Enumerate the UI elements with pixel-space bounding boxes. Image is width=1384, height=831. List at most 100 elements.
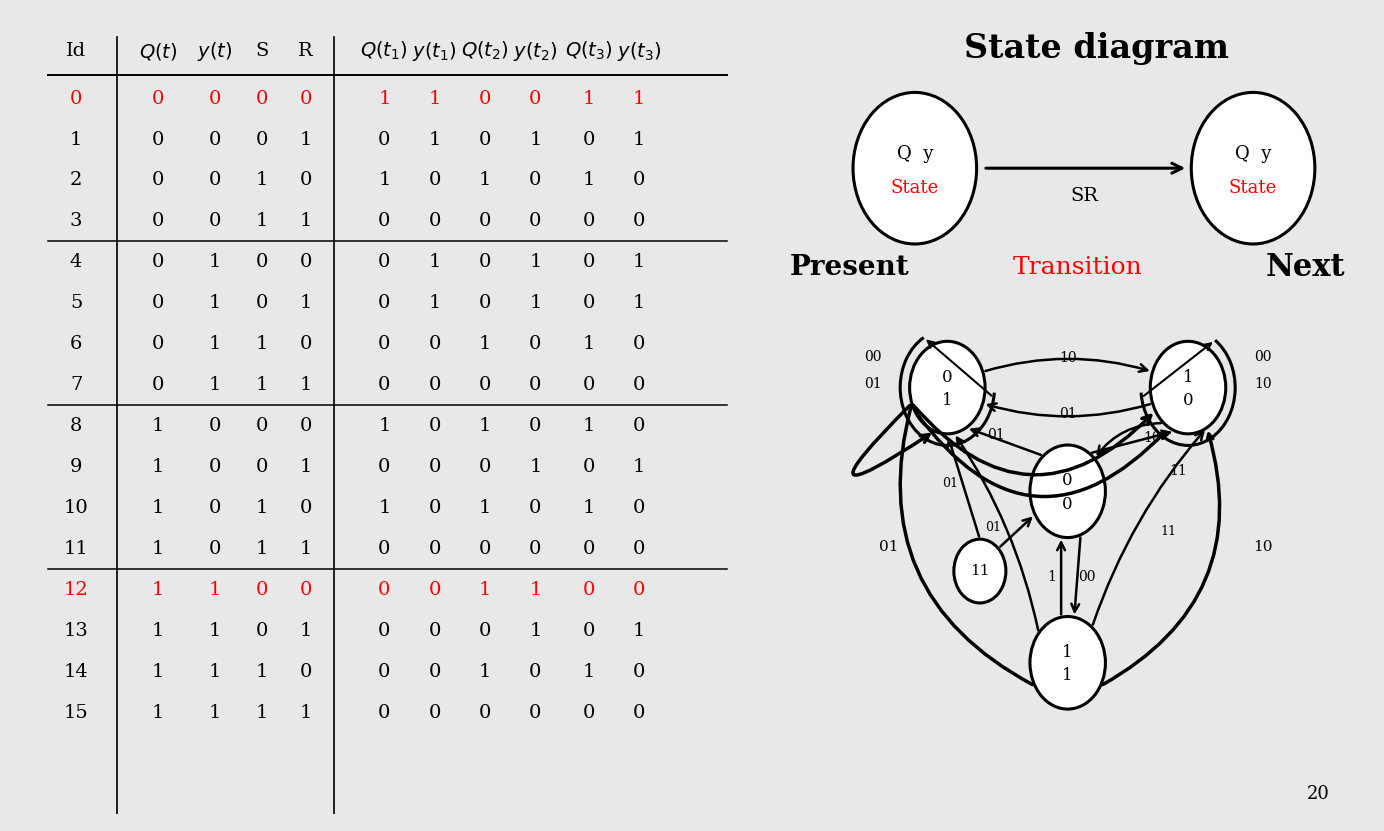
Text: $Q(t_1)$: $Q(t_1)$	[360, 40, 408, 62]
Text: $y(t)$: $y(t)$	[197, 40, 233, 62]
Text: 0: 0	[429, 499, 441, 517]
Text: 0: 0	[299, 417, 311, 435]
Text: 0: 0	[632, 171, 645, 189]
Text: 0: 0	[529, 376, 541, 395]
Text: 0: 0	[632, 663, 645, 681]
Text: $Q(t_3)$: $Q(t_3)$	[565, 40, 613, 62]
Text: 0: 0	[299, 253, 311, 272]
Text: 0: 0	[529, 417, 541, 435]
Text: SR: SR	[1070, 187, 1098, 205]
Text: 0: 0	[256, 581, 268, 599]
Text: 1: 1	[529, 458, 541, 476]
Text: 0: 0	[429, 336, 441, 353]
Text: 1: 1	[152, 458, 165, 476]
Text: 0: 0	[583, 294, 595, 312]
Text: 0: 0	[632, 417, 645, 435]
Text: 0: 0	[299, 171, 311, 189]
Text: 1: 1	[71, 130, 82, 149]
Text: 1: 1	[378, 417, 390, 435]
Text: 0: 0	[583, 253, 595, 272]
FancyArrowPatch shape	[853, 406, 929, 475]
Text: 01: 01	[1059, 407, 1077, 421]
Text: 1: 1	[479, 171, 491, 189]
Text: 7: 7	[71, 376, 82, 395]
Text: 1: 1	[632, 253, 645, 272]
Text: 1: 1	[632, 130, 645, 149]
Text: 00: 00	[1254, 350, 1272, 364]
Text: 1: 1	[583, 663, 595, 681]
Text: 0: 0	[378, 253, 390, 272]
Text: $Q(t_2)$: $Q(t_2)$	[461, 40, 509, 62]
Text: 0: 0	[256, 294, 268, 312]
Text: 1: 1	[299, 458, 311, 476]
Text: 1: 1	[209, 622, 220, 640]
Text: 0: 0	[152, 90, 165, 107]
Text: 1: 1	[256, 171, 268, 189]
Text: 0: 0	[1183, 392, 1193, 409]
Text: 0: 0	[256, 622, 268, 640]
Text: 1: 1	[152, 581, 165, 599]
Text: 1: 1	[529, 581, 541, 599]
Text: 0: 0	[152, 130, 165, 149]
Text: 1: 1	[378, 499, 390, 517]
Text: 1: 1	[583, 499, 595, 517]
Text: $y(t_2)$: $y(t_2)$	[513, 40, 558, 62]
Text: 1: 1	[583, 336, 595, 353]
Text: 0: 0	[378, 458, 390, 476]
Text: 0: 0	[583, 704, 595, 722]
Text: 0: 0	[378, 213, 390, 230]
Text: 1: 1	[299, 376, 311, 395]
Text: 0: 0	[299, 499, 311, 517]
Text: 0: 0	[529, 663, 541, 681]
Text: 0: 0	[71, 90, 82, 107]
Text: 0: 0	[1063, 495, 1073, 513]
Text: 0: 0	[299, 90, 311, 107]
Text: 1: 1	[299, 622, 311, 640]
Text: 0: 0	[583, 213, 595, 230]
Text: 8: 8	[71, 417, 82, 435]
Text: 0: 0	[209, 540, 220, 558]
Text: 1: 1	[429, 294, 441, 312]
Text: 0: 0	[632, 336, 645, 353]
Text: S: S	[255, 42, 268, 60]
Text: 1: 1	[479, 581, 491, 599]
Text: 1: 1	[1063, 667, 1073, 684]
Text: 0: 0	[632, 213, 645, 230]
Circle shape	[1030, 617, 1106, 709]
Text: 1: 1	[256, 704, 268, 722]
Text: 0: 0	[429, 663, 441, 681]
Text: 1: 1	[299, 540, 311, 558]
Text: Q  y: Q y	[1235, 145, 1272, 163]
Text: 0: 0	[583, 540, 595, 558]
Text: 0: 0	[583, 581, 595, 599]
Text: Q  y: Q y	[897, 145, 933, 163]
Text: 0: 0	[529, 499, 541, 517]
Text: State: State	[891, 179, 938, 197]
Text: 11: 11	[1161, 524, 1176, 538]
Text: 01: 01	[879, 540, 898, 554]
Text: 0: 0	[299, 581, 311, 599]
Text: 0: 0	[583, 622, 595, 640]
Text: 1: 1	[943, 392, 952, 409]
Text: 0: 0	[209, 417, 220, 435]
Text: 1: 1	[1063, 644, 1073, 661]
Text: 1: 1	[583, 417, 595, 435]
Text: 0: 0	[209, 130, 220, 149]
Text: 1: 1	[479, 417, 491, 435]
Text: 0: 0	[152, 213, 165, 230]
Text: 10: 10	[1253, 540, 1272, 554]
Text: 1: 1	[378, 171, 390, 189]
Text: 2: 2	[71, 171, 82, 189]
Text: 1: 1	[152, 417, 165, 435]
Text: 0: 0	[632, 581, 645, 599]
Text: 0: 0	[429, 704, 441, 722]
Text: 0: 0	[529, 336, 541, 353]
Text: 11: 11	[970, 564, 990, 578]
Text: 1: 1	[256, 376, 268, 395]
Text: 0: 0	[378, 376, 390, 395]
Text: 0: 0	[632, 499, 645, 517]
Text: 1: 1	[479, 336, 491, 353]
Text: 1: 1	[152, 704, 165, 722]
Text: 1: 1	[529, 253, 541, 272]
Text: 0: 0	[152, 253, 165, 272]
